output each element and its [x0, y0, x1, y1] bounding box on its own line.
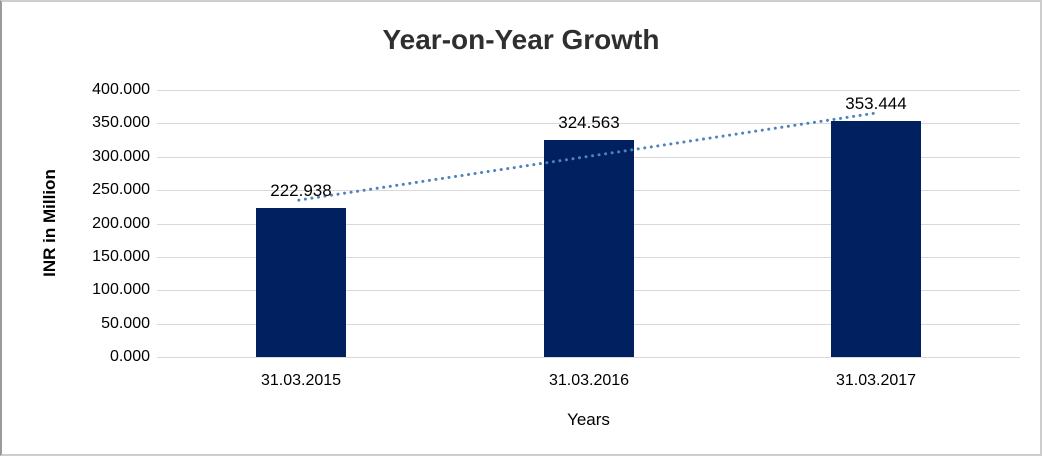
- y-tick-label: 150.000: [92, 248, 150, 265]
- chart-title: Year-on-Year Growth: [382, 24, 660, 55]
- y-tick-label: 50.000: [101, 315, 150, 332]
- gridline: [157, 357, 1020, 358]
- y-tick-label: 100.000: [92, 281, 150, 298]
- x-axis-title: Years: [567, 410, 610, 429]
- y-tick-label: 250.000: [92, 181, 150, 198]
- bar-value-label: 222.938: [270, 181, 332, 200]
- bar: [256, 208, 346, 357]
- x-tick-label: 31.03.2016: [548, 372, 630, 389]
- bar-value-label: 353.444: [845, 94, 907, 113]
- bar: [544, 140, 634, 357]
- gridline: [157, 90, 1020, 91]
- bar: [831, 121, 921, 357]
- y-tick-label: 350.000: [92, 114, 150, 131]
- x-tick-label: 31.03.2017: [835, 372, 917, 389]
- y-tick-label: 300.000: [92, 148, 150, 165]
- y-tick-label: 0.000: [109, 348, 150, 365]
- y-tick-label: 400.000: [92, 81, 150, 98]
- y-tick-label: 200.000: [92, 215, 150, 232]
- x-tick-label: 31.03.2015: [260, 372, 342, 389]
- bar-value-label: 324.563: [558, 113, 620, 132]
